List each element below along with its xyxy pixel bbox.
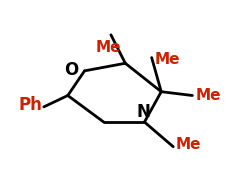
Text: Me: Me [154, 52, 180, 67]
Text: O: O [64, 61, 79, 79]
Text: Me: Me [195, 88, 221, 103]
Text: Ph: Ph [19, 96, 43, 114]
Text: Me: Me [176, 137, 201, 152]
Text: Me: Me [96, 40, 121, 55]
Text: N: N [136, 103, 150, 121]
